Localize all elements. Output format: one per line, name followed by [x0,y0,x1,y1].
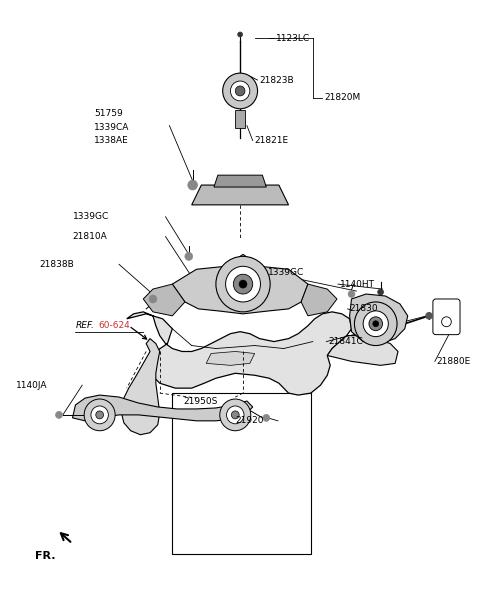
Circle shape [354,302,397,346]
Text: 21823B: 21823B [260,75,294,84]
FancyBboxPatch shape [433,299,460,334]
Text: 21810A: 21810A [72,232,107,241]
Text: 1339CA: 1339CA [94,123,129,132]
Circle shape [263,415,270,421]
Polygon shape [301,284,337,316]
Text: 21821E: 21821E [255,136,289,145]
Text: 21920: 21920 [235,416,264,425]
Text: REF.: REF. [75,321,94,330]
Circle shape [56,412,62,418]
Text: 1140HT: 1140HT [340,280,375,289]
Circle shape [373,321,379,327]
Circle shape [348,290,355,298]
Polygon shape [72,395,252,421]
Text: 21880E: 21880E [437,357,471,366]
Circle shape [91,406,108,424]
Circle shape [149,295,157,303]
Circle shape [363,311,388,337]
Circle shape [235,86,245,96]
Polygon shape [214,175,266,187]
Polygon shape [172,254,308,314]
Circle shape [227,406,244,424]
Text: 21841C: 21841C [328,337,363,346]
Text: 21830: 21830 [349,304,378,314]
Circle shape [185,252,192,260]
Circle shape [369,317,383,331]
Circle shape [96,411,104,419]
Circle shape [233,274,252,294]
Circle shape [426,312,432,320]
Text: 21838B: 21838B [39,260,74,269]
Circle shape [188,180,197,190]
Circle shape [442,317,451,327]
Polygon shape [327,336,398,365]
Circle shape [238,32,242,37]
Text: 51759: 51759 [94,109,122,118]
Text: 1338AE: 1338AE [94,136,129,145]
Circle shape [239,280,247,288]
FancyBboxPatch shape [235,110,245,128]
Circle shape [378,289,384,295]
Polygon shape [206,352,255,365]
Circle shape [84,399,115,431]
Polygon shape [127,312,351,395]
Circle shape [216,257,270,312]
Text: 21950S: 21950S [183,397,217,406]
Circle shape [226,266,261,302]
Circle shape [220,399,251,431]
Polygon shape [349,294,408,343]
Text: 21820M: 21820M [324,93,360,102]
Polygon shape [143,284,185,316]
Text: 1140JA: 1140JA [16,381,48,390]
Text: 1123LC: 1123LC [276,34,310,43]
Text: 1339GC: 1339GC [268,268,304,277]
Circle shape [230,81,250,101]
Text: 60-624: 60-624 [99,321,131,330]
Circle shape [231,411,239,419]
Circle shape [223,73,258,109]
Polygon shape [192,185,288,205]
Polygon shape [121,339,160,435]
FancyBboxPatch shape [172,393,311,554]
Text: 1339GC: 1339GC [72,212,109,221]
Text: FR.: FR. [35,551,55,561]
